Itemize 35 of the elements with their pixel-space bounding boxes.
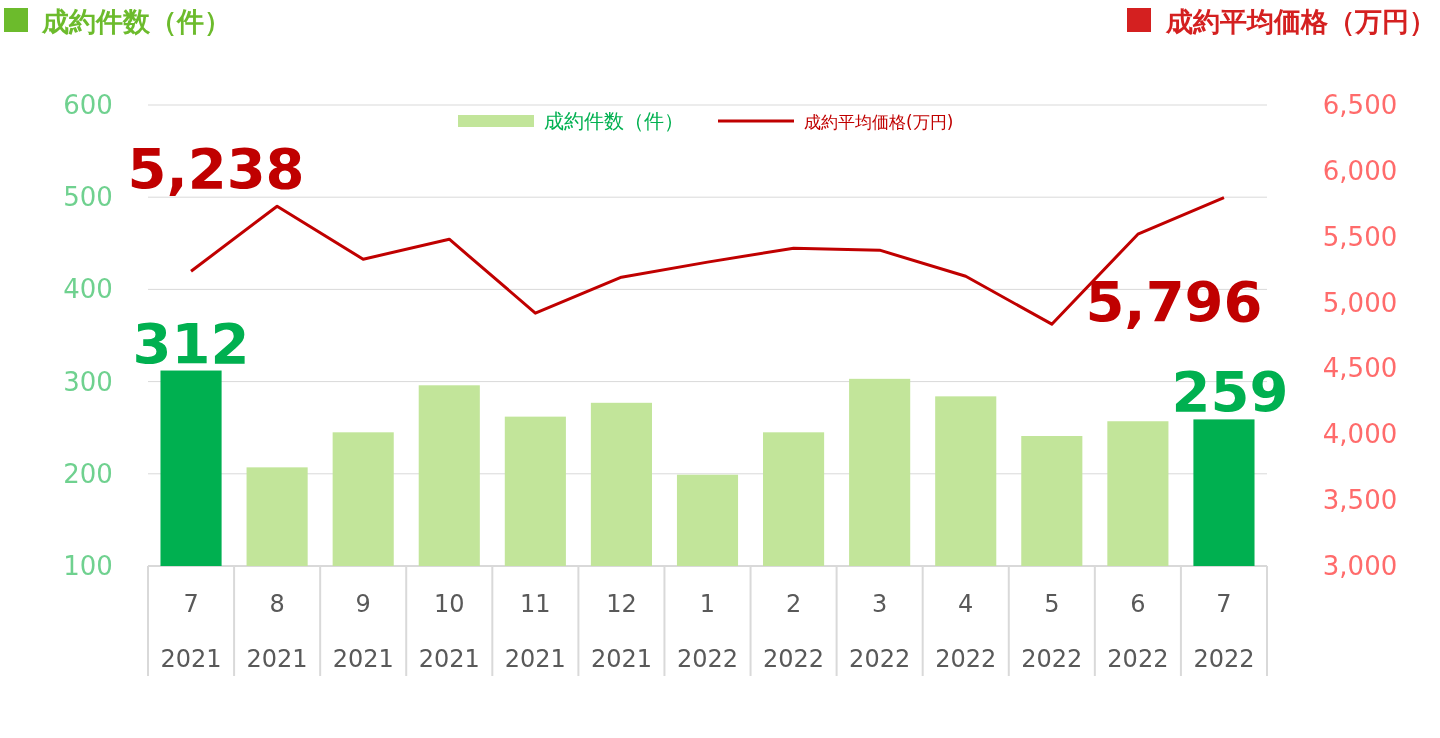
- y-tick-label: 300: [63, 366, 113, 397]
- x-tick-label: 6 2022: [1107, 590, 1169, 673]
- x-tick-label: 9 2021: [332, 590, 394, 673]
- legend-label: 成約件数（件）: [544, 109, 684, 133]
- y2-tick-label: 5,000: [1322, 287, 1398, 318]
- y2-tick-label: 4,000: [1322, 419, 1398, 450]
- data-label: 312: [132, 310, 250, 376]
- x-tick-label: 11 2021: [504, 590, 566, 673]
- legend-label: 成約平均価格(万円): [804, 112, 954, 132]
- x-tick-label: 5 2022: [1021, 590, 1083, 673]
- x-tick-label: 1 2022: [676, 590, 739, 673]
- y2-tick-label: 6,000: [1322, 155, 1398, 186]
- y-tick-label: 500: [63, 182, 113, 213]
- y2-tick-label: 6,500: [1322, 90, 1398, 120]
- data-label: 5,796: [1085, 268, 1263, 334]
- x-tick-label: 3 2022: [849, 590, 911, 673]
- y2-axis-title: 成約平均価格（万円）: [1165, 6, 1436, 37]
- x-tick-label: 4 2022: [935, 590, 997, 673]
- y2-tick-label: 4,500: [1322, 353, 1398, 384]
- y-tick-label: 600: [63, 90, 113, 120]
- x-tick-label: 2 2022: [763, 590, 825, 673]
- x-tick-label: 7 2021: [160, 590, 222, 673]
- data-label: 259: [1171, 359, 1289, 425]
- y-tick-label: 400: [63, 274, 113, 305]
- x-tick-label: 12 2021: [590, 590, 652, 673]
- y2-tick-label: 3,500: [1322, 485, 1398, 516]
- x-tick-label: 7 2022: [1193, 590, 1255, 673]
- y2-tick-label: 5,500: [1322, 221, 1398, 252]
- data-label: 5,238: [127, 136, 305, 202]
- y-axis-title: 成約件数（件）: [41, 6, 231, 37]
- y-tick-label: 100: [63, 551, 113, 581]
- x-tick-label: 8 2021: [246, 590, 308, 673]
- y2-tick-label: 3,000: [1322, 551, 1398, 581]
- x-tick-label: 10 2021: [418, 590, 480, 673]
- y-tick-label: 200: [63, 458, 113, 489]
